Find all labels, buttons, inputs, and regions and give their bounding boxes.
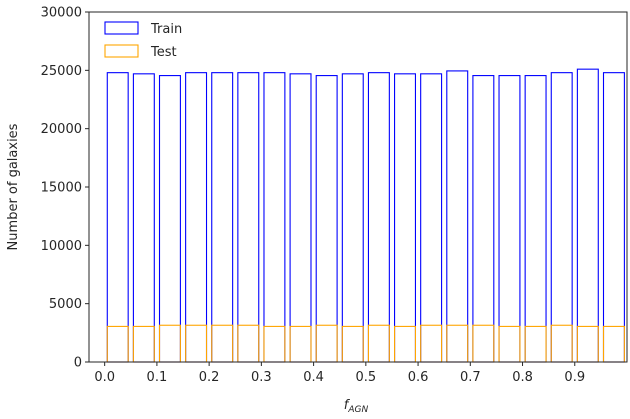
- plot-bars: [106, 68, 625, 363]
- x-tick-label-2: 0.2: [199, 370, 220, 385]
- x-tick-label-4: 0.4: [303, 370, 324, 385]
- bar-train-5: [237, 72, 260, 363]
- bar-test-18: [576, 325, 599, 363]
- bar-train-0: [106, 72, 129, 363]
- bar-train-2: [158, 75, 181, 363]
- x-tick-label-1: 0.1: [147, 370, 168, 385]
- x-tick-label-6: 0.6: [408, 370, 429, 385]
- bar-test-11: [394, 325, 416, 363]
- bar-train-4: [211, 72, 234, 363]
- x-axis-ticks: 0.0 0.1 0.2 0.3 0.4 0.5 0.6 0.7 0.8 0.9: [94, 362, 585, 385]
- legend-swatch-test: [104, 44, 139, 58]
- bar-test-19: [602, 325, 625, 363]
- bar-train-18: [576, 68, 599, 363]
- bar-train-9: [341, 73, 364, 363]
- legend: Train Test: [104, 21, 182, 60]
- y-tick-label-0: 0: [74, 356, 82, 371]
- bar-test-13: [446, 324, 469, 363]
- legend-label-test: Test: [150, 45, 177, 60]
- bar-test-16: [524, 325, 547, 363]
- bar-train-11: [394, 73, 416, 363]
- bar-train-8: [315, 75, 338, 363]
- bar-train-13: [446, 70, 469, 363]
- bar-train-19: [602, 72, 625, 363]
- x-tick-label-9: 0.9: [564, 370, 585, 385]
- bar-test-12: [420, 324, 443, 363]
- bar-train-6: [263, 72, 286, 363]
- y-tick-label-5: 25000: [41, 64, 82, 79]
- x-tick-label-0: 0.0: [94, 370, 115, 385]
- y-axis-title: Number of galaxies: [6, 123, 21, 250]
- bar-test-10: [367, 324, 390, 363]
- bar-train-14: [472, 75, 495, 363]
- bar-test-1: [132, 325, 155, 363]
- legend-label-train: Train: [150, 22, 182, 37]
- x-tick-label-7: 0.7: [460, 370, 481, 385]
- bar-train-15: [498, 75, 521, 363]
- bar-train-7: [289, 73, 312, 363]
- bar-test-17: [550, 324, 573, 363]
- bar-test-5: [237, 324, 260, 363]
- bar-test-0: [106, 325, 129, 363]
- bar-train-1: [132, 73, 155, 363]
- x-axis-title-subscript: AGN: [347, 405, 368, 415]
- legend-swatch-train: [104, 21, 139, 35]
- bar-train-3: [185, 72, 208, 363]
- bar-test-14: [472, 324, 495, 363]
- x-tick-label-5: 0.5: [355, 370, 376, 385]
- y-axis-ticks: 0 5000 10000 15000 20000 25000 30000: [41, 6, 89, 371]
- x-tick-label-3: 0.3: [251, 370, 272, 385]
- y-tick-label-3: 15000: [41, 181, 82, 196]
- bar-train-16: [524, 75, 547, 363]
- bar-train-12: [420, 73, 443, 363]
- x-tick-label-8: 0.8: [512, 370, 533, 385]
- y-tick-label-1: 5000: [49, 297, 82, 312]
- bar-train-17: [550, 72, 573, 363]
- x-axis-title: fAGN: [344, 398, 369, 415]
- bar-test-3: [185, 324, 208, 363]
- bar-test-7: [289, 325, 312, 363]
- bar-test-9: [341, 325, 364, 363]
- y-tick-label-4: 20000: [41, 122, 82, 137]
- y-tick-label-2: 10000: [41, 239, 82, 254]
- bar-test-2: [158, 324, 181, 363]
- bar-test-4: [211, 324, 234, 363]
- bar-train-10: [367, 72, 390, 363]
- bar-test-8: [315, 324, 338, 363]
- y-tick-label-6: 30000: [41, 6, 82, 21]
- bar-test-15: [498, 325, 521, 363]
- plot-frame: [88, 11, 628, 363]
- bar-test-6: [263, 325, 286, 363]
- x-axis-title-main: f: [344, 398, 351, 413]
